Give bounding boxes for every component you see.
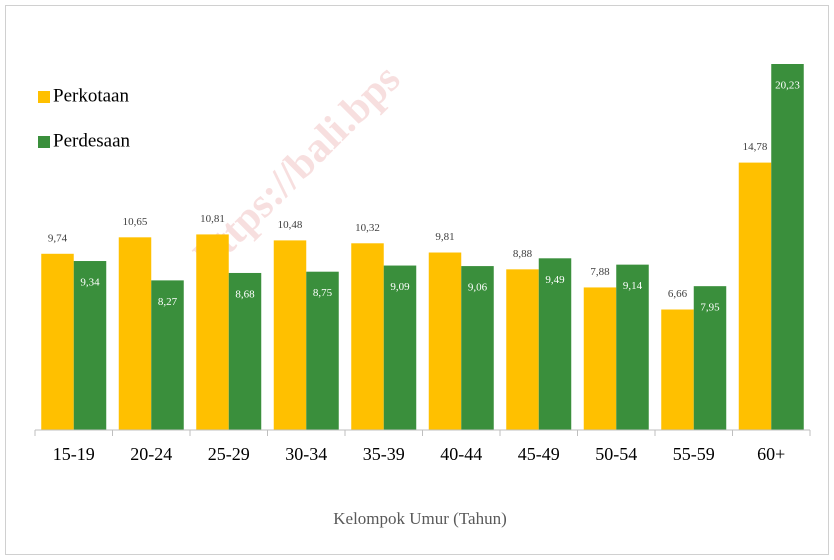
x-tick-label: 50-54 (595, 444, 637, 464)
bar (228, 272, 262, 430)
x-tick-label: 20-24 (130, 444, 172, 464)
bar (351, 243, 384, 430)
bar (661, 309, 694, 430)
x-tick-label: 45-49 (518, 444, 560, 464)
x-tick-label: 60+ (757, 444, 785, 464)
bar (538, 258, 572, 430)
value-label: 6,66 (668, 288, 688, 300)
value-label: 9,34 (80, 277, 100, 289)
value-label: 9,49 (545, 274, 565, 286)
bar (118, 237, 152, 430)
value-label: 9,81 (435, 231, 454, 243)
bar (738, 162, 772, 431)
bar (771, 64, 804, 430)
value-label: 8,68 (235, 288, 255, 300)
bar (583, 287, 617, 430)
x-tick-label: 15-19 (53, 444, 95, 464)
legend-label: Perdesaan (53, 130, 131, 151)
value-label: 7,95 (700, 302, 720, 314)
value-label: 10,32 (355, 222, 380, 234)
x-tick-label: 25-29 (208, 444, 250, 464)
value-label: 10,48 (278, 219, 303, 231)
value-label: 10,65 (123, 216, 148, 228)
x-tick-label: 40-44 (440, 444, 482, 464)
value-label: 9,14 (623, 280, 643, 292)
legend-label: Perkotaan (53, 85, 129, 106)
x-tick-label: 55-59 (673, 444, 715, 464)
value-label: 10,81 (200, 213, 225, 225)
value-label: 9,74 (48, 232, 68, 244)
x-axis-title: Kelompok Umur (Tahun) (333, 509, 507, 528)
value-label: 7,88 (590, 266, 610, 278)
bar (693, 286, 727, 430)
value-label: 20,23 (775, 80, 800, 92)
bar (461, 266, 494, 430)
bar (41, 253, 74, 430)
bar (196, 234, 229, 430)
bar (73, 261, 107, 430)
x-tick-label: 35-39 (363, 444, 405, 464)
bar (616, 264, 649, 430)
legend-swatch (38, 136, 50, 148)
bar (306, 271, 339, 430)
bar (273, 240, 307, 430)
value-label: 14,78 (743, 141, 768, 153)
bar (506, 269, 539, 430)
value-label: 9,09 (390, 281, 410, 293)
value-label: 8,75 (313, 287, 333, 299)
legend-swatch (38, 91, 50, 103)
bar (383, 265, 417, 430)
bar (151, 280, 184, 430)
x-tick-label: 30-34 (285, 444, 327, 464)
value-label: 8,88 (513, 248, 533, 260)
value-label: 8,27 (158, 296, 178, 308)
value-label: 9,06 (468, 282, 488, 294)
bar (428, 252, 462, 430)
